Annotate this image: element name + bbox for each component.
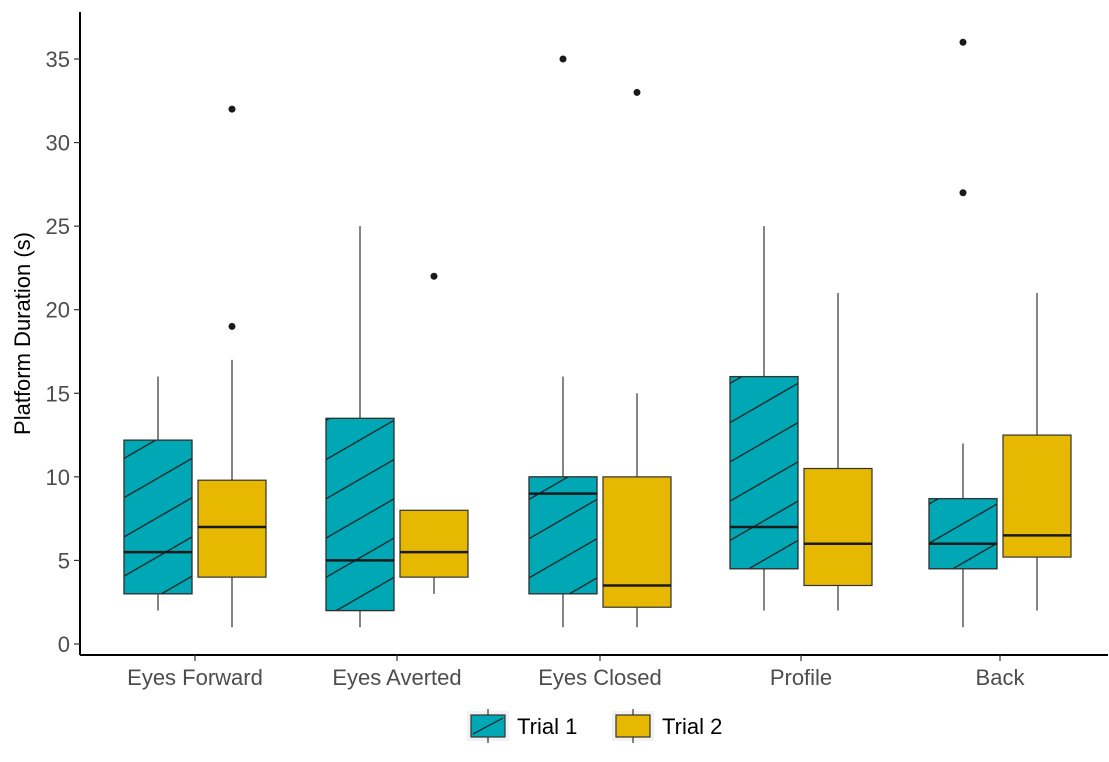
outlier-point xyxy=(959,189,967,197)
box-hatch xyxy=(729,375,799,570)
box-eyes-forward-trial-2 xyxy=(197,105,267,628)
x-tick-label: Eyes Forward xyxy=(127,665,263,690)
plot-area xyxy=(123,38,1072,628)
box-back-trial-1 xyxy=(928,38,998,628)
axes: 0 5 10 15 20 25 30 35 Eyes Forward Eyes Averted Ey… xyxy=(46,12,1108,690)
box-hatch xyxy=(528,476,598,595)
box-eyes-closed-trial-2 xyxy=(602,88,672,628)
outlier-point xyxy=(559,55,567,63)
y-tick-label: 15 xyxy=(46,381,70,406)
outlier-point xyxy=(633,88,641,96)
y-tick-label: 30 xyxy=(46,131,70,156)
legend-key-box xyxy=(615,714,651,738)
y-tick-label: 0 xyxy=(58,632,70,657)
y-tick-label: 25 xyxy=(46,214,70,239)
box-body xyxy=(399,509,469,578)
box-hatch xyxy=(325,417,395,612)
outlier-point xyxy=(959,38,967,46)
box-back-trial-2 xyxy=(1002,293,1072,611)
box-body xyxy=(803,467,873,587)
box-eyes-averted-trial-2 xyxy=(399,272,469,594)
legend-item-trial-1: Trial 1 xyxy=(467,709,577,743)
y-tick-label: 5 xyxy=(58,548,70,573)
box-hatch xyxy=(928,497,998,570)
outlier-point xyxy=(430,272,438,280)
box-body xyxy=(1002,434,1072,558)
y-tick-label: 35 xyxy=(46,47,70,72)
outlier-point xyxy=(228,105,236,113)
box-eyes-averted-trial-1 xyxy=(325,226,395,628)
outlier-point xyxy=(228,322,236,330)
box-profile-trial-2 xyxy=(803,293,873,611)
y-tick-label: 20 xyxy=(46,298,70,323)
y-tick-label: 10 xyxy=(46,465,70,490)
legend-label: Trial 1 xyxy=(517,714,577,739)
y-axis-title: Platform Duration (s) xyxy=(10,232,35,435)
box-profile-trial-1 xyxy=(729,226,799,611)
x-tick-label: Profile xyxy=(770,665,832,690)
legend-label: Trial 2 xyxy=(662,714,722,739)
legend-key-hatch xyxy=(472,717,504,735)
legend-item-trial-2: Trial 2 xyxy=(612,709,722,743)
box-eyes-forward-trial-1 xyxy=(123,376,193,611)
box-eyes-closed-trial-1 xyxy=(528,55,598,628)
legend: Trial 1 Trial 2 xyxy=(467,709,722,743)
x-tick-label: Eyes Averted xyxy=(332,665,461,690)
x-tick-label: Eyes Closed xyxy=(538,665,662,690)
box-body xyxy=(197,479,267,578)
box-hatch xyxy=(123,439,193,595)
x-tick-label: Back xyxy=(976,665,1026,690)
box-body xyxy=(602,476,672,608)
